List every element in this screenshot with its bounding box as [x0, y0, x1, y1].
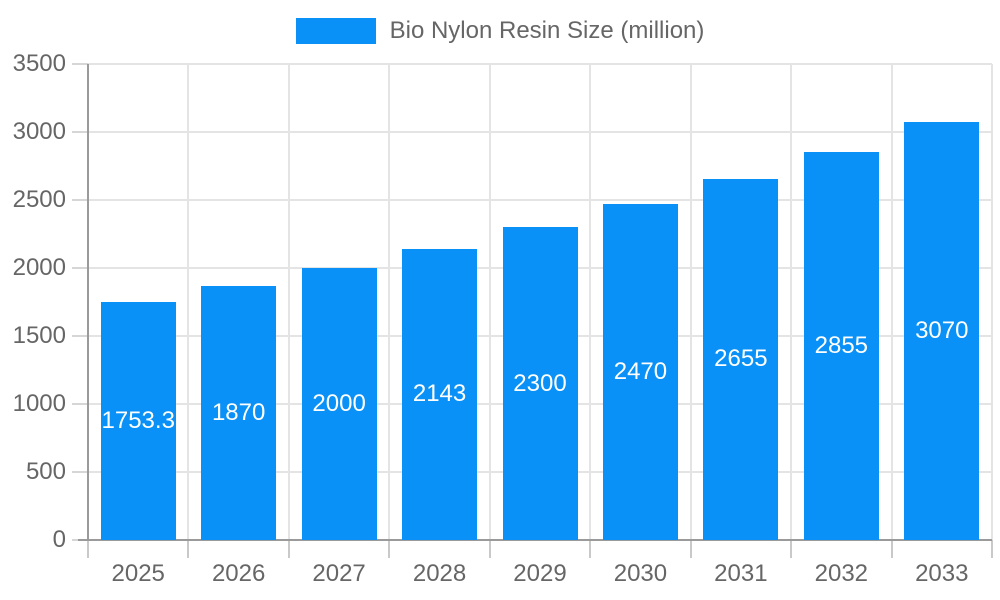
bar-value-label: 2143 [412, 380, 467, 408]
legend-swatch-icon [295, 18, 376, 44]
gridline-vertical [388, 64, 391, 540]
bar-2033[interactable] [904, 122, 980, 540]
y-tick-label: 1500 [12, 322, 66, 349]
bar-2029[interactable] [502, 227, 578, 540]
y-tick-label: 2500 [12, 186, 66, 213]
gridline-horizontal [88, 63, 992, 65]
gridline-horizontal [88, 131, 992, 133]
x-axis-tick [287, 540, 290, 558]
x-axis-tick [187, 540, 190, 558]
x-axis-tick [689, 540, 692, 558]
gridline-vertical [287, 64, 290, 540]
y-axis-tick [72, 335, 88, 337]
y-axis-tick [72, 199, 88, 201]
gridline-vertical [187, 64, 190, 540]
y-tick-label: 500 [25, 458, 66, 485]
bar-value-label: 2000 [312, 390, 366, 417]
legend-label: Bio Nylon Resin Size (million) [389, 17, 705, 44]
bar-2026[interactable] [201, 285, 277, 540]
bar-value-label: 1753.3 [101, 406, 175, 434]
bar-2032[interactable] [803, 151, 879, 540]
x-tick-label: 2032 [814, 560, 869, 587]
x-axis-tick [890, 540, 893, 558]
y-tick-label: 1000 [12, 390, 66, 417]
bar-2031[interactable] [703, 178, 779, 540]
bar-value-label: 2470 [613, 358, 668, 386]
x-axis-line [78, 539, 992, 541]
x-axis-tick [87, 540, 89, 558]
gridline-vertical [689, 64, 692, 540]
gridline-horizontal [88, 199, 992, 201]
y-tick-label: 3000 [12, 118, 66, 145]
x-tick-label: 2031 [714, 560, 768, 587]
bar-2030[interactable] [602, 204, 678, 540]
bar-value-label: 1870 [211, 398, 266, 426]
bar-2025[interactable] [100, 301, 176, 540]
x-tick-label: 2025 [111, 560, 165, 587]
bar-2027[interactable] [301, 268, 377, 540]
x-axis-tick [991, 540, 993, 558]
y-axis-line [87, 64, 89, 540]
y-axis-tick [72, 63, 88, 65]
y-tick-label: 0 [52, 526, 66, 553]
bar-2028[interactable] [402, 248, 478, 540]
bar-value-label: 2855 [814, 331, 869, 359]
gridline-vertical [790, 64, 793, 540]
y-axis-tick [72, 267, 88, 269]
gridline-vertical [991, 64, 993, 540]
y-tick-label: 2000 [12, 254, 66, 281]
y-axis-tick [72, 471, 88, 473]
gridline-vertical [589, 64, 592, 540]
x-tick-label: 2027 [312, 560, 366, 587]
y-axis-tick [72, 131, 88, 133]
x-tick-label: 2033 [915, 560, 969, 587]
x-axis-tick [488, 540, 491, 558]
x-axis-tick [790, 540, 793, 558]
x-axis-tick [388, 540, 391, 558]
legend-item[interactable]: Bio Nylon Resin Size (million) [295, 17, 705, 45]
x-tick-label: 2030 [613, 560, 668, 587]
bar-value-label: 3070 [915, 317, 969, 345]
x-tick-label: 2029 [513, 560, 567, 587]
y-axis-tick [72, 403, 88, 405]
x-tick-label: 2028 [412, 560, 467, 587]
legend: Bio Nylon Resin Size (million) [0, 17, 1000, 45]
y-tick-label: 3500 [12, 50, 66, 77]
x-axis-tick [589, 540, 592, 558]
x-tick-label: 2026 [211, 560, 266, 587]
bar-value-label: 2655 [714, 345, 768, 373]
bar-value-label: 2300 [513, 369, 567, 397]
gridline-vertical [890, 64, 893, 540]
gridline-vertical [488, 64, 491, 540]
